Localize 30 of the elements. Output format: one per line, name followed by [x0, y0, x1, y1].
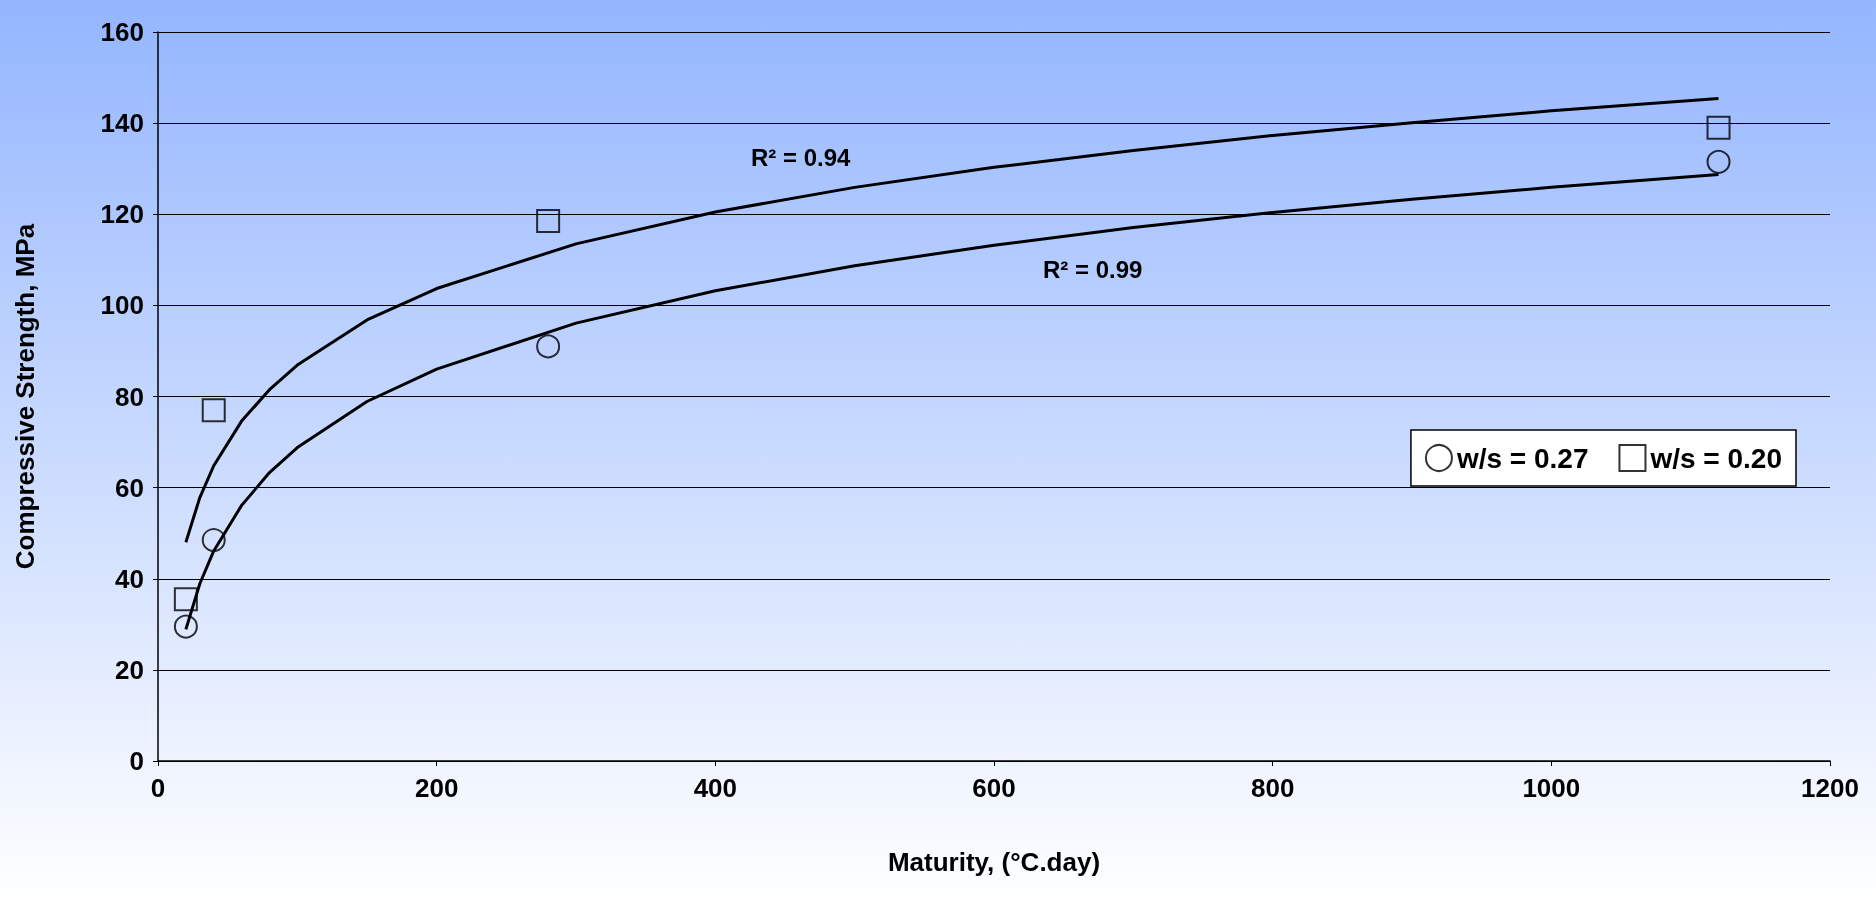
y-tick-label: 160	[100, 17, 144, 47]
x-tick-label: 1200	[1801, 773, 1859, 803]
y-tick-label: 140	[100, 108, 144, 139]
y-tick-label: 0	[129, 746, 144, 776]
legend-label: w/s = 0.20	[1649, 442, 1783, 474]
y-tick-label: 60	[115, 472, 144, 503]
point	[173, 614, 198, 639]
point	[536, 209, 561, 234]
x-tick-label: 600	[972, 773, 1016, 803]
annotation: R² = 0.94	[751, 143, 852, 171]
x-tick-label: 200	[414, 773, 459, 803]
legend-label: w/s = 0.27	[1455, 442, 1589, 474]
y-tick-label: 40	[115, 563, 144, 594]
point	[201, 528, 226, 553]
x-tick-label: 0	[150, 773, 166, 803]
y-tick-label: 120	[100, 199, 144, 230]
x-tick-label: 800	[1250, 773, 1295, 803]
point	[536, 334, 561, 359]
x-axis-title: Maturity, (°C.day)	[887, 847, 1101, 877]
point	[201, 398, 226, 423]
y-tick-label: 80	[115, 381, 144, 412]
x-tick-label: 1000	[1522, 773, 1581, 803]
point	[1706, 115, 1731, 140]
y-tick-label: 100	[100, 290, 144, 321]
y-tick-label: 20	[115, 654, 144, 685]
annotation: R² = 0.99	[1043, 255, 1143, 283]
point	[173, 587, 198, 612]
point	[1706, 149, 1731, 174]
y-axis-title: Compressive Strength, MPa	[10, 223, 40, 570]
x-tick-label: 400	[693, 773, 738, 803]
